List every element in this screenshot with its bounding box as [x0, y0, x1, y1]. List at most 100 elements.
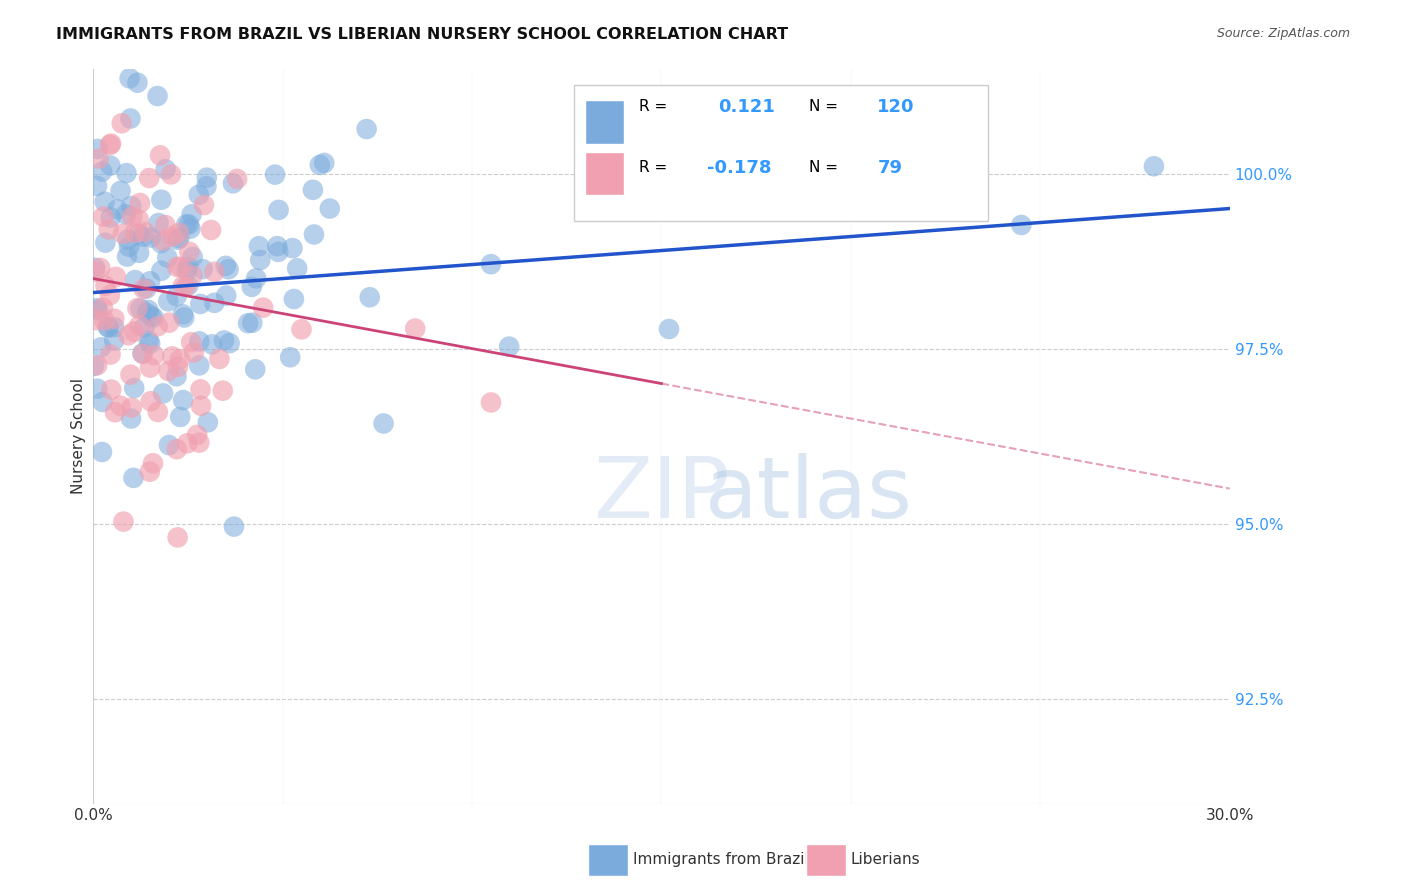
Immigrants from Brazil	[215, 259, 238, 273]
Immigrants from Brazil	[115, 250, 138, 264]
Text: 120: 120	[877, 98, 915, 116]
Liberians	[202, 265, 225, 279]
Liberians	[93, 313, 115, 327]
Liberians	[124, 226, 146, 240]
Text: 79: 79	[877, 159, 903, 177]
Immigrants from Brazil	[285, 261, 308, 276]
Liberians	[176, 436, 198, 450]
Immigrants from Brazil	[264, 168, 287, 182]
Immigrants from Brazil	[201, 337, 224, 351]
Liberians	[89, 260, 111, 275]
Immigrants from Brazil	[247, 239, 270, 253]
Liberians	[84, 265, 107, 279]
Liberians	[162, 229, 184, 244]
Liberians	[167, 226, 190, 240]
Immigrants from Brazil	[91, 395, 114, 409]
Immigrants from Brazil	[177, 218, 200, 232]
Immigrants from Brazil	[150, 193, 173, 207]
Liberians	[139, 360, 162, 375]
Liberians	[155, 218, 177, 232]
Immigrants from Brazil	[188, 297, 211, 311]
Immigrants from Brazil	[152, 386, 174, 401]
Liberians	[166, 442, 188, 457]
Immigrants from Brazil	[122, 381, 145, 395]
Liberians	[117, 328, 139, 343]
Immigrants from Brazil	[166, 369, 188, 384]
Immigrants from Brazil	[173, 310, 195, 325]
Immigrants from Brazil	[117, 233, 139, 247]
Liberians	[132, 347, 155, 361]
Immigrants from Brazil	[142, 310, 165, 325]
Liberians	[190, 399, 212, 413]
Immigrants from Brazil	[100, 211, 122, 225]
Liberians	[211, 384, 233, 398]
Immigrants from Brazil	[128, 245, 150, 260]
Liberians	[157, 364, 180, 378]
Liberians	[128, 212, 150, 227]
Immigrants from Brazil	[115, 166, 138, 180]
Liberians	[87, 152, 110, 166]
Immigrants from Brazil	[249, 252, 271, 267]
Immigrants from Brazil	[86, 382, 108, 396]
Immigrants from Brazil	[172, 307, 194, 321]
Liberians	[94, 278, 117, 293]
Liberians	[112, 515, 135, 529]
Text: atlas: atlas	[706, 453, 914, 536]
Immigrants from Brazil	[110, 184, 132, 198]
Immigrants from Brazil	[187, 187, 209, 202]
Liberians	[166, 260, 188, 274]
Liberians	[104, 269, 127, 284]
Immigrants from Brazil	[172, 393, 194, 408]
Immigrants from Brazil	[148, 216, 170, 230]
Immigrants from Brazil	[155, 162, 177, 177]
Immigrants from Brazil	[302, 183, 325, 197]
Text: 0.121: 0.121	[718, 98, 775, 116]
Immigrants from Brazil	[120, 411, 142, 425]
Liberians	[200, 223, 222, 237]
Text: Source: ZipAtlas.com: Source: ZipAtlas.com	[1216, 27, 1350, 40]
Immigrants from Brazil	[103, 334, 125, 348]
FancyBboxPatch shape	[585, 100, 624, 144]
Liberians	[127, 301, 149, 316]
Liberians	[134, 225, 156, 239]
Immigrants from Brazil	[91, 445, 114, 459]
Liberians	[143, 348, 166, 362]
Immigrants from Brazil	[139, 230, 162, 244]
Immigrants from Brazil	[166, 289, 188, 303]
Immigrants from Brazil	[169, 409, 191, 424]
Liberians	[193, 198, 215, 212]
Immigrants from Brazil	[373, 417, 395, 431]
Immigrants from Brazil	[131, 346, 153, 360]
Immigrants from Brazil	[157, 294, 180, 309]
Immigrants from Brazil	[84, 260, 107, 275]
Liberians	[172, 278, 194, 293]
Immigrants from Brazil	[302, 227, 325, 242]
Immigrants from Brazil	[97, 319, 120, 334]
Liberians	[120, 368, 142, 382]
Immigrants from Brazil	[356, 122, 378, 136]
Liberians	[138, 171, 160, 186]
Liberians	[86, 359, 108, 373]
Liberians	[100, 136, 122, 151]
Immigrants from Brazil	[267, 244, 290, 259]
Immigrants from Brazil	[157, 438, 180, 452]
Immigrants from Brazil	[87, 303, 110, 318]
Liberians	[181, 268, 204, 283]
Liberians	[122, 325, 145, 339]
Immigrants from Brazil	[197, 415, 219, 429]
Immigrants from Brazil	[240, 316, 263, 330]
Liberians	[121, 210, 143, 224]
Immigrants from Brazil	[215, 288, 238, 302]
Liberians	[104, 405, 127, 419]
Immigrants from Brazil	[176, 263, 198, 277]
Liberians	[91, 210, 114, 224]
Immigrants from Brazil	[94, 235, 117, 250]
Immigrants from Brazil	[97, 320, 120, 334]
Liberians	[129, 196, 152, 211]
Immigrants from Brazil	[129, 301, 152, 316]
Liberians	[132, 282, 155, 296]
Immigrants from Brazil	[177, 278, 200, 293]
Immigrants from Brazil	[103, 320, 125, 334]
Immigrants from Brazil	[139, 336, 162, 351]
Text: Liberians: Liberians	[851, 853, 921, 867]
